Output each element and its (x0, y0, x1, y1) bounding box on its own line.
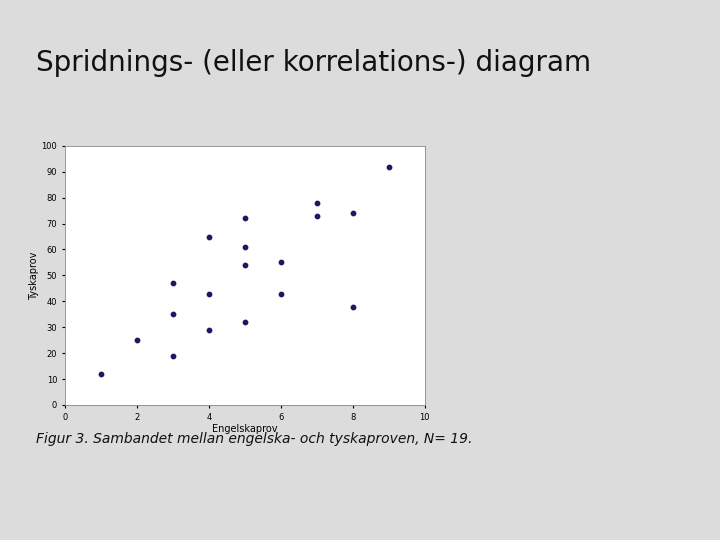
Point (239, 318, 251, 326)
Point (239, 261, 251, 269)
Point (167, 279, 179, 287)
Point (167, 352, 179, 360)
Point (95, 369, 107, 378)
Point (239, 214, 251, 222)
Point (311, 199, 323, 207)
Point (239, 242, 251, 251)
Point (203, 289, 215, 298)
Point (347, 209, 359, 218)
Point (383, 162, 395, 171)
Text: Figur 3. Sambandet mellan engelska- och tyskaproven, N= 19.: Figur 3. Sambandet mellan engelska- och … (36, 432, 472, 446)
Y-axis label: Tyskaprov: Tyskaprov (29, 251, 39, 300)
Point (275, 258, 287, 267)
Point (131, 336, 143, 345)
Point (311, 212, 323, 220)
Text: Spridnings- (eller korrelations-) diagram: Spridnings- (eller korrelations-) diagra… (36, 49, 591, 77)
Point (167, 310, 179, 319)
X-axis label: Engelskaprov: Engelskaprov (212, 424, 277, 434)
Point (203, 232, 215, 241)
Point (275, 289, 287, 298)
Point (347, 302, 359, 311)
Point (203, 326, 215, 334)
